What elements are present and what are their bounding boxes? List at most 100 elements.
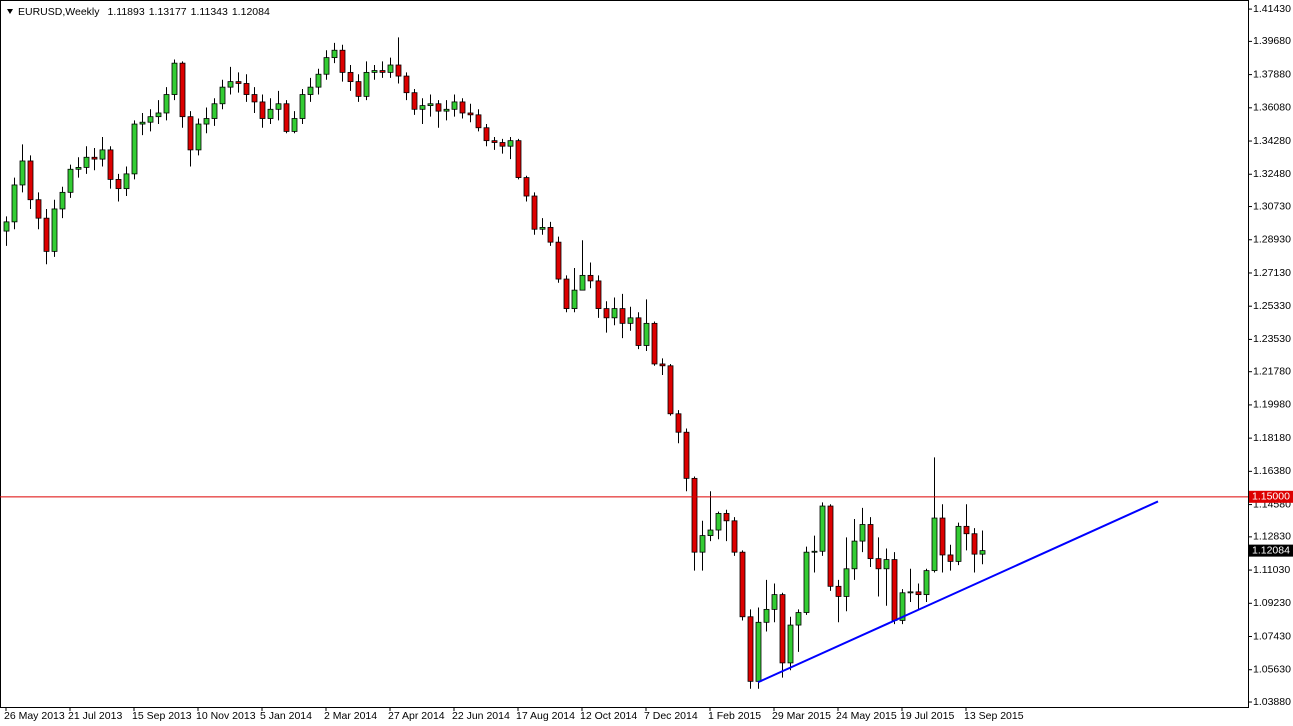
candle-body <box>355 81 362 97</box>
candle-body <box>683 431 690 479</box>
candle-body <box>563 278 570 309</box>
candle-body <box>163 94 170 114</box>
candle-body <box>843 568 850 597</box>
x-tick-label: 7 Dec 2014 <box>644 710 698 722</box>
candle-body <box>411 92 418 110</box>
y-tick-label: 1.25330 <box>1253 300 1291 312</box>
y-tick-label: 1.34280 <box>1253 135 1291 147</box>
candle-body <box>19 160 26 186</box>
header-open: 1.11893 <box>108 6 145 18</box>
candle-body <box>203 118 210 125</box>
chart-title: EURUSD,Weekly <box>18 6 100 18</box>
candle-body <box>835 585 842 597</box>
candle-body <box>99 149 106 160</box>
trendline <box>757 500 1159 684</box>
y-tick-label: 1.21780 <box>1253 365 1291 377</box>
candle-body <box>211 103 218 119</box>
x-tick-label: 15 Sep 2013 <box>132 710 192 722</box>
candle-body <box>643 322 650 346</box>
y-tick-label: 1.23530 <box>1253 333 1291 345</box>
candle-body <box>3 221 10 232</box>
x-tick-label: 2 Mar 2014 <box>324 710 377 722</box>
candle-body <box>611 308 618 319</box>
y-tick-label: 1.09230 <box>1253 597 1291 609</box>
header-close: 1.12084 <box>232 6 270 18</box>
y-tick-label: 1.32480 <box>1253 168 1291 180</box>
candle-body <box>363 71 370 97</box>
y-tick-label: 1.41430 <box>1253 3 1291 15</box>
candle-body <box>483 127 490 142</box>
y-tick-label: 1.18180 <box>1253 432 1291 444</box>
candle-body <box>955 525 962 562</box>
chart-layer: 1.41430 1.39680 1.37880 1.36080 1.34280 1.324… <box>0 3 1293 722</box>
menu-triangle <box>7 9 13 14</box>
x-tick-label: 24 May 2015 <box>836 710 897 722</box>
header-high: 1.13177 <box>149 6 187 18</box>
candle-body <box>923 570 930 596</box>
candle-body <box>907 591 914 594</box>
candle-body <box>771 594 778 610</box>
y-tick-label: 1.16380 <box>1253 465 1291 477</box>
candle-body <box>899 592 906 621</box>
candle-body <box>851 540 858 570</box>
x-tick-label: 19 Jul 2015 <box>900 710 954 722</box>
candle-body <box>891 559 898 621</box>
candle-body <box>115 179 122 190</box>
y-tick-label: 1.07430 <box>1253 630 1291 642</box>
candle-body <box>547 226 554 243</box>
y-tick-label: 1.39680 <box>1253 35 1291 47</box>
candle-body <box>467 112 474 116</box>
candle-body <box>979 550 986 555</box>
candle-body <box>379 70 386 73</box>
candle-body <box>59 191 66 210</box>
candle-body <box>587 274 594 282</box>
candle-body <box>339 49 346 73</box>
plot-frame <box>0 0 1249 708</box>
candle-body <box>139 121 146 125</box>
candle-body <box>307 86 314 95</box>
candle-body <box>811 550 818 553</box>
candle-body <box>939 517 946 556</box>
candle-body <box>75 167 82 170</box>
candle-body <box>627 317 634 324</box>
candle-body <box>155 112 162 118</box>
candle-body <box>243 83 250 95</box>
candle-body <box>699 535 706 553</box>
candle-body <box>283 103 290 132</box>
x-tick-label: 5 Jan 2014 <box>260 710 312 722</box>
candle-body <box>91 156 98 160</box>
candle-body <box>499 142 506 147</box>
candle-body <box>507 140 514 147</box>
candle-body <box>43 217 50 252</box>
candle-body <box>555 241 562 280</box>
x-tick-label: 10 Nov 2013 <box>196 710 256 722</box>
candle-body <box>315 73 322 88</box>
candle-body <box>179 62 186 118</box>
candle-body <box>443 108 450 112</box>
candle-body <box>403 75 410 94</box>
candle-body <box>963 525 970 535</box>
y-tick-label: 1.19980 <box>1253 399 1291 411</box>
candle-body <box>659 363 666 367</box>
candle-body <box>427 103 434 107</box>
candle-body <box>947 554 954 562</box>
candle-body <box>35 199 42 219</box>
x-tick-label: 1 Feb 2015 <box>708 710 761 722</box>
y-tick-label: 1.30730 <box>1253 200 1291 212</box>
y-tick-label: 1.37880 <box>1253 68 1291 80</box>
candle-body <box>739 551 746 618</box>
candle-body <box>123 173 130 190</box>
candle-body <box>323 57 330 75</box>
candle-body <box>171 62 178 95</box>
candle-body <box>723 513 730 522</box>
candle-body <box>451 101 458 110</box>
y-tick-label: 1.27130 <box>1253 267 1291 279</box>
candle-body <box>67 168 74 193</box>
candle-body <box>371 70 378 73</box>
candle-body <box>219 86 226 105</box>
candle-body <box>819 505 826 552</box>
level-label-box <box>1249 490 1293 503</box>
candle-body <box>915 591 922 596</box>
candle-body <box>755 621 762 682</box>
